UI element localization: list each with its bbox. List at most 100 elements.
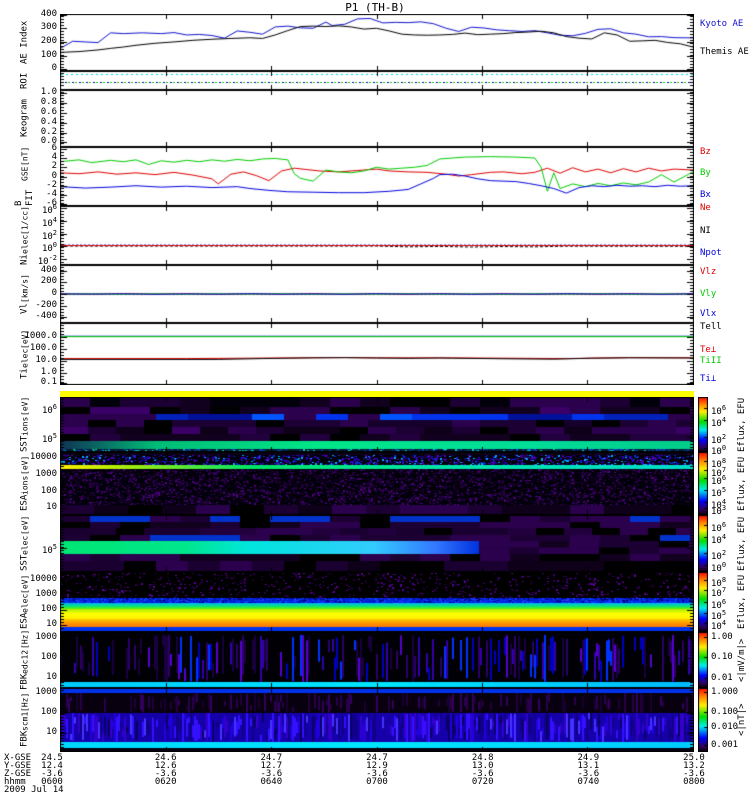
panel-sst_elec[interactable] <box>60 515 694 572</box>
panel-canvas-sst_elec <box>60 515 694 572</box>
ytick-bfit-0: 0 <box>51 170 57 181</box>
ytick-bfit--6: -6 <box>46 198 57 209</box>
ytick-keogram-0.6: 0.6 <box>40 106 57 117</box>
xcol-0740-hhmm: 0740 <box>577 777 600 787</box>
ytick-temp-100.0: 100.0 <box>29 343 57 354</box>
panel-ae[interactable] <box>60 14 694 71</box>
xaxis-row-label-X-GSE: X-GSE <box>4 753 32 763</box>
ytick-temp-1.0: 1.0 <box>40 366 57 377</box>
xcol-0620-xgse: 24.6 <box>154 753 177 763</box>
cbtick-esa_ions-10^3: 103 <box>711 504 727 518</box>
colorbar-canvas-fbk_scm <box>698 688 708 752</box>
ytick-bfit-6: 6 <box>51 142 57 153</box>
ytick-bfit--4: -4 <box>46 189 57 200</box>
cbtick-sst_ions-10^2: 102 <box>711 432 727 446</box>
panel-bfit[interactable] <box>60 147 694 206</box>
xcol-0800-ygse: 13.2 <box>683 761 705 771</box>
xaxis-row-label-Y-GSE: Y-GSE <box>4 761 32 771</box>
colorbar-esa_ions[interactable] <box>698 452 708 515</box>
ylabel-line-sst_elec-2: [eV] <box>20 516 30 536</box>
xcol-0700-zgse: -3.6 <box>366 769 388 779</box>
xcol-0620-ygse: 12.6 <box>154 761 177 771</box>
panel-esa_ions[interactable] <box>60 452 694 515</box>
colorbar-canvas-esa_elec <box>698 572 708 632</box>
panel-canvas-roi <box>60 71 694 90</box>
legend-Bx: Bx <box>700 189 711 200</box>
cbtick-esa_ions-10^6: 106 <box>711 473 727 487</box>
panel-vl[interactable] <box>60 265 694 323</box>
legend-Vly: Vly <box>700 289 717 299</box>
colorbar-fbk_scm[interactable] <box>698 688 708 752</box>
ytick-keogram-0.4: 0.4 <box>40 117 57 128</box>
colorbar-label-esa_elec: Eflux, EFU <box>737 574 747 630</box>
colorbar-sst_ions[interactable] <box>698 397 708 452</box>
cbtick-esa_elec-10^7: 107 <box>711 586 727 599</box>
date-label: 2009 Jul 14 <box>4 785 64 795</box>
ytick-esa_elec-1000: 1000 <box>35 588 57 599</box>
panel-canvas-fbk_edc <box>60 632 694 688</box>
cbtick-fbk_scm-1.000: 1.000 <box>711 686 739 697</box>
colorbar-canvas-fbk_edc <box>698 632 708 688</box>
panel-fbk_scm[interactable] <box>60 688 694 752</box>
colorbar-label-fbk_edc: <|mV/m|> <box>737 638 747 682</box>
cbtick-esa_elec-10^4: 104 <box>711 619 727 632</box>
ytick-vl--400: -400 <box>35 311 57 322</box>
xcol-0720-ygse: 13.0 <box>471 761 494 771</box>
legend-Kyoto AE: Kyoto AE <box>700 19 744 30</box>
ytick-ae-400: 400 <box>40 9 57 20</box>
ytick-esa_elec-10000: 10000 <box>29 573 57 584</box>
ytick-fbk_edc-100: 100 <box>40 651 57 662</box>
ytick-esa_ions-1000: 1000 <box>35 469 57 480</box>
colorbar-sst_elec[interactable] <box>698 515 708 572</box>
ytick-keogram-0.8: 0.8 <box>40 97 57 108</box>
xcol-0640-hhmm: 0640 <box>260 777 283 787</box>
status-bar-yellow <box>60 391 694 397</box>
cbtick-esa_ions-10^7: 107 <box>711 466 727 480</box>
cbtick-sst_elec-10^0: 100 <box>711 561 727 575</box>
ytick-sst_elec-10^5: 105 <box>41 543 57 557</box>
panel-canvas-sst_ions <box>60 397 694 452</box>
ytick-temp-10.0: 10.0 <box>35 354 57 365</box>
colorbar-label-sst_elec: Eflux, EFU <box>737 516 747 571</box>
legend-Npot: Npot <box>700 248 722 259</box>
xaxis-row-label-hhmm: hhmm <box>4 777 26 787</box>
ytick-keogram-0.2: 0.2 <box>40 126 57 137</box>
panel-keogram[interactable] <box>60 90 694 147</box>
xcol-0640-ygse: 12.7 <box>260 761 283 771</box>
ytick-sst_ions-10^6: 106 <box>41 403 57 416</box>
ytick-fbk_scm-100: 100 <box>40 706 57 717</box>
panel-esa_elec[interactable] <box>60 572 694 632</box>
panel-temp[interactable] <box>60 323 694 385</box>
colorbar-fbk_edc[interactable] <box>698 632 708 688</box>
ylabel-line-sst_elec-0: SST <box>19 554 30 571</box>
panel-canvas-ni <box>60 206 694 265</box>
colorbar-label-esa_ions: Eflux, EFU <box>737 456 747 511</box>
cbtick-sst_ions-10^0: 100 <box>711 443 727 457</box>
panel-ni[interactable] <box>60 206 694 265</box>
xcol-0640-zgse: -3.6 <box>260 769 283 779</box>
panel-fbk_edc[interactable] <box>60 632 694 688</box>
panel-canvas-fbk_scm <box>60 688 694 752</box>
xcol-0640-xgse: 24.7 <box>260 753 283 763</box>
legend-Bz: Bz <box>700 146 711 157</box>
panel-canvas-esa_ions <box>60 452 694 515</box>
panel-sst_ions[interactable] <box>60 397 694 452</box>
colorbar-esa_elec[interactable] <box>698 572 708 632</box>
xcol-0600-zgse: -3.6 <box>41 769 63 779</box>
cbtick-fbk_edc-1.00: 1.00 <box>711 632 733 643</box>
ytick-bfit--2: -2 <box>46 179 57 190</box>
ytick-esa_elec-10: 10 <box>46 618 57 629</box>
panel-canvas-vl <box>60 265 694 323</box>
panel-roi[interactable] <box>60 71 694 90</box>
ylabel-line-roi-0: ROI <box>19 72 30 89</box>
colorbar-canvas-sst_ions <box>698 397 708 452</box>
ytick-temp-1000.0: 1000.0 <box>24 330 57 341</box>
panel-canvas-esa_elec <box>60 572 694 632</box>
xcol-0720-hhmm: 0720 <box>471 777 494 787</box>
ytick-ni-10^4: 104 <box>41 215 57 229</box>
ytick-ae-200: 200 <box>40 35 57 46</box>
cbtick-sst_ions-10^4: 104 <box>711 416 727 430</box>
ytick-vl--200: -200 <box>35 299 57 310</box>
cbtick-esa_elec-10^8: 108 <box>711 575 727 589</box>
xcol-0800-zgse: -3.6 <box>683 769 705 779</box>
